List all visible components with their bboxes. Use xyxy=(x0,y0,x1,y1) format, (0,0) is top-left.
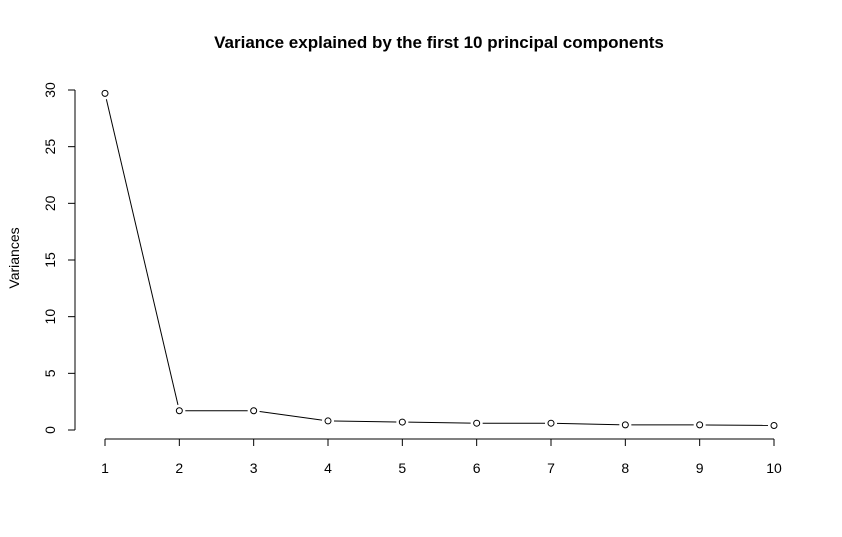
data-point xyxy=(696,421,704,429)
x-axis: 1 2 3 4 5 6 7 8 9 10 xyxy=(101,438,782,476)
data-point xyxy=(101,89,109,97)
y-axis: 0 5 10 15 20 25 30 xyxy=(42,82,76,434)
x-tick-label: 2 xyxy=(175,460,183,476)
data-point xyxy=(473,419,481,427)
y-tick-label: 30 xyxy=(42,82,58,98)
series-segment xyxy=(556,422,620,426)
x-tick-label: 8 xyxy=(621,460,629,476)
x-tick-label: 7 xyxy=(547,460,555,476)
x-tick-label: 10 xyxy=(766,460,782,476)
y-axis-title: Variances xyxy=(6,227,22,288)
x-tick-label: 5 xyxy=(398,460,406,476)
x-tick-label: 9 xyxy=(696,460,704,476)
y-tick-label: 20 xyxy=(42,195,58,211)
series-variances xyxy=(101,89,778,429)
x-tick-label: 4 xyxy=(324,460,332,476)
data-point xyxy=(324,417,332,425)
series-segment xyxy=(259,411,323,421)
data-point xyxy=(547,419,555,427)
x-tick-label: 3 xyxy=(250,460,258,476)
y-tick-label: 15 xyxy=(42,252,58,268)
y-tick-label: 25 xyxy=(42,139,58,155)
series-segment xyxy=(408,421,471,424)
data-point xyxy=(621,421,629,429)
series-segment xyxy=(105,99,179,406)
data-point xyxy=(398,418,406,426)
data-point xyxy=(250,407,258,415)
y-tick-label: 0 xyxy=(42,426,58,434)
chart-title: Variance explained by the first 10 princ… xyxy=(214,33,664,52)
y-tick-label: 10 xyxy=(42,309,58,325)
data-point xyxy=(175,407,183,415)
x-tick-label: 6 xyxy=(473,460,481,476)
data-point xyxy=(770,421,778,429)
series-segment xyxy=(333,420,397,423)
x-tick-label: 1 xyxy=(101,460,109,476)
y-tick-label: 5 xyxy=(42,369,58,377)
